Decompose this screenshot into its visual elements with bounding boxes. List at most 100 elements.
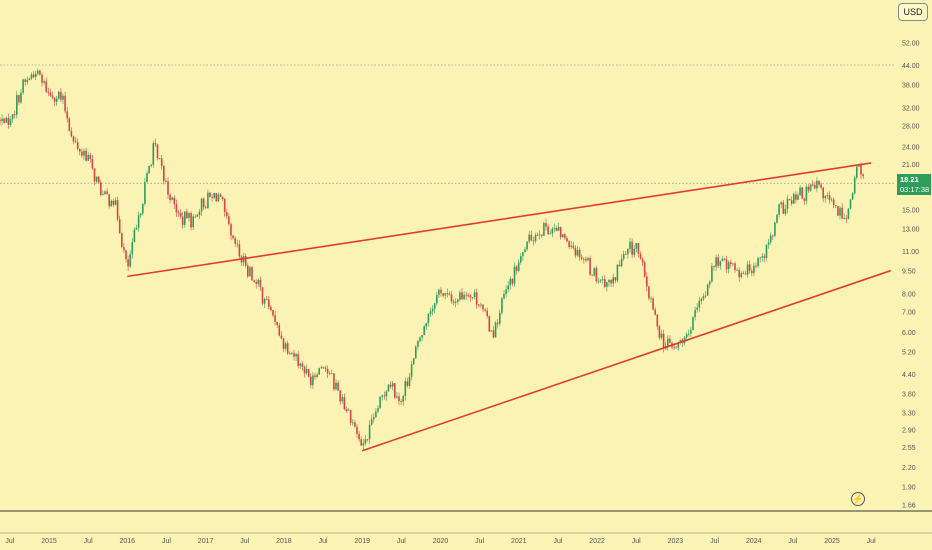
time-tick-label: Jul (788, 538, 797, 545)
currency-badge[interactable]: USD (898, 3, 928, 21)
candle-body (1, 118, 3, 122)
candle-body (370, 419, 373, 425)
candle-body (297, 354, 299, 366)
candle-body (614, 277, 617, 281)
candle-body (186, 211, 188, 219)
candle-body (547, 226, 549, 235)
price-tick-label: 11.00 (902, 249, 919, 256)
candle-body (127, 259, 129, 267)
lightning-icon[interactable]: ⚡ (851, 492, 865, 506)
candle-body (347, 410, 350, 412)
candle-body (841, 207, 843, 219)
candle-body (289, 353, 291, 355)
candle-body (421, 335, 423, 338)
candle-body (513, 266, 516, 284)
candle-body (307, 369, 310, 377)
candle-body (41, 74, 43, 83)
price-tick-label: 2.55 (902, 445, 916, 452)
candle-body (442, 293, 444, 296)
candle-body (809, 184, 812, 191)
candle-body (364, 439, 367, 444)
candle-body (188, 213, 190, 219)
candle-body (121, 233, 123, 248)
price-tick-label: 13.00 (902, 227, 920, 234)
candle-body (55, 98, 58, 102)
time-tick-label: Jul (710, 538, 719, 545)
candle-body (778, 204, 780, 215)
candle-body (591, 274, 593, 276)
candle-body (532, 240, 535, 242)
candle-body (37, 70, 39, 74)
candle-body (219, 194, 222, 197)
candle-body (415, 346, 417, 359)
candle-body (625, 254, 627, 255)
candle-body (646, 276, 648, 287)
candle-body (257, 279, 260, 284)
price-tick-label: 32.00 (902, 106, 920, 113)
candle-body (13, 114, 16, 116)
candle-body (404, 381, 407, 397)
candle-body (114, 200, 117, 205)
candle-body (30, 74, 33, 79)
candle-body (740, 273, 743, 278)
candle-body (742, 273, 745, 275)
candle-body (507, 285, 509, 290)
candle-body (473, 292, 476, 298)
candle-body (526, 241, 528, 250)
candle-body (133, 229, 136, 243)
candle-body (730, 262, 732, 265)
candle-body (452, 301, 455, 303)
time-tick-label: 2018 (276, 538, 292, 545)
candle-body (780, 202, 782, 205)
candle-body (249, 267, 251, 277)
candle-body (293, 353, 295, 357)
candle-body (431, 308, 434, 312)
candle-body (104, 191, 106, 195)
candle-body (757, 258, 759, 267)
candle-body (85, 150, 87, 161)
candle-body (490, 330, 493, 332)
candle-body (746, 264, 749, 275)
candle-body (238, 244, 241, 257)
candle-body (570, 245, 572, 247)
candle-body (137, 215, 140, 228)
candle-body (446, 293, 449, 294)
candle-body (272, 310, 274, 316)
price-tick-label: 2.90 (902, 428, 916, 435)
time-tick-label: Jul (867, 538, 876, 545)
candle-body (505, 289, 507, 294)
candle-body (444, 293, 446, 296)
candle-body (328, 373, 331, 375)
price-tick-label: 1.90 (902, 484, 916, 491)
candle-body (139, 213, 142, 216)
candle-body (322, 367, 325, 369)
candle-body (316, 374, 318, 377)
candle-body (492, 330, 495, 338)
candle-body (545, 223, 547, 227)
candle-body (459, 292, 461, 300)
candle-body (499, 312, 501, 324)
candle-body (555, 227, 558, 231)
candle-body (433, 303, 436, 309)
candle-body (280, 335, 283, 339)
candle-body (16, 95, 18, 115)
candle-body (34, 73, 37, 78)
candle-body (213, 192, 215, 198)
candle-body (471, 297, 474, 298)
candle-body (356, 426, 358, 434)
candle-body (301, 363, 304, 367)
candle-body (696, 307, 698, 310)
candle-body (448, 293, 451, 295)
candle-body (333, 373, 335, 390)
candle-body (79, 148, 81, 152)
candle-body (198, 211, 201, 216)
candle-body (200, 198, 203, 212)
candle-body (43, 81, 45, 83)
candle-body (622, 254, 625, 259)
candle-body (177, 212, 180, 214)
candle-body (45, 81, 47, 92)
candle-body (574, 247, 577, 256)
candle-body (47, 91, 50, 93)
candle-body (3, 118, 5, 123)
